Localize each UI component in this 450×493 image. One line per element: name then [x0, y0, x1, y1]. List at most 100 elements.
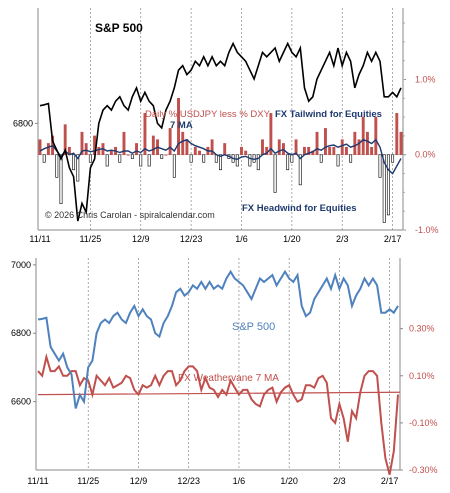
bar	[294, 139, 298, 156]
bar	[46, 143, 50, 156]
bar	[365, 131, 369, 156]
annotation-fx-weathervane: FX Weathervane 7 MA	[178, 373, 279, 384]
left-tick-label: 6600	[11, 397, 31, 407]
x-tick-label: 12/9	[130, 476, 148, 486]
bar	[399, 131, 403, 156]
x-tick-label: 11/25	[77, 476, 99, 486]
title-sp500: S&P 500	[95, 21, 143, 35]
bar	[219, 154, 222, 171]
right-tick-label: -0.30%	[409, 465, 438, 475]
annotation-fx-tailwind: FX Tailwind for Equities	[275, 109, 382, 120]
right-tick-label: -0.10%	[409, 418, 438, 428]
axes	[33, 258, 403, 471]
bar	[357, 139, 361, 156]
bar	[105, 154, 109, 167]
left-tick-label: 6800	[13, 118, 33, 128]
x-tick-label: 2/3	[333, 476, 346, 486]
bar	[202, 154, 206, 163]
bar	[63, 124, 67, 156]
bar	[256, 154, 260, 171]
bar	[336, 154, 340, 167]
line-series	[37, 269, 401, 475]
x-tick-label: 1/20	[280, 476, 298, 486]
bar	[172, 154, 176, 178]
right-tick-label: 0.10%	[409, 371, 435, 381]
x-tick-label: 11/11	[29, 234, 50, 244]
left-tick-label: 6800	[11, 328, 31, 338]
bar	[328, 146, 332, 156]
right-tick-label: -1.0%	[415, 225, 439, 235]
bar	[332, 146, 336, 156]
bar	[307, 146, 311, 156]
bar	[164, 154, 168, 156]
bar	[302, 146, 306, 156]
bar	[378, 154, 382, 178]
bar	[55, 154, 59, 178]
bar	[76, 154, 80, 182]
bar	[298, 154, 302, 186]
weathervane-line	[37, 352, 399, 475]
bar	[240, 146, 243, 156]
sp500-line	[39, 41, 402, 222]
bar	[189, 154, 193, 163]
bar	[72, 154, 76, 171]
bar	[151, 135, 155, 156]
bar	[277, 139, 281, 156]
bar	[80, 131, 84, 156]
right-tick-label: 1.0%	[415, 74, 436, 84]
bar	[193, 146, 197, 156]
bar	[97, 146, 101, 156]
right-tick-label: 0.30%	[409, 324, 435, 334]
bar	[273, 154, 277, 193]
x-tick-label: 12/23	[177, 476, 200, 486]
x-tick-label: 11/25	[79, 234, 101, 244]
bar	[147, 154, 151, 167]
bar	[286, 154, 290, 171]
bar	[214, 154, 218, 163]
bar	[244, 150, 248, 156]
x-tick-label: 1/6	[235, 234, 248, 244]
bar	[261, 139, 264, 156]
bar	[38, 139, 42, 156]
x-tick-label: 2/3	[336, 234, 349, 244]
x-tick-label: 12/23	[180, 234, 203, 244]
left-tick-label: 7000	[11, 260, 31, 270]
bar	[118, 154, 122, 163]
bar	[181, 131, 185, 156]
bar	[130, 154, 134, 159]
x-tick-label: 2/17	[381, 476, 399, 486]
bar	[235, 154, 239, 167]
bar	[344, 146, 348, 156]
chart-top: 6800 1.0% 0.0% -1.0% 11/11 11/25 12/9 12/23 1/6 1…	[13, 8, 439, 244]
bar	[315, 131, 319, 156]
ma-line	[39, 138, 402, 175]
bar	[139, 154, 143, 167]
annotation-sp500: S&P 500	[232, 321, 275, 333]
bar	[84, 143, 88, 156]
vertical-gridlines	[90, 8, 393, 230]
bar	[42, 154, 46, 163]
vertical-gridlines	[87, 258, 390, 470]
tick-labels: 7000 6800 6600 0.30% 0.10% -0.10% -0.30% 11/11 1…	[11, 260, 438, 486]
bar	[319, 154, 323, 163]
x-tick-label: 12/9	[132, 234, 150, 244]
annotation-daily-usdjpy: Daily % USDJPY less % DXY	[145, 109, 271, 120]
copyright-note: © 2026 Chris Carolan - spiralcalendar.co…	[45, 210, 215, 220]
bar	[269, 113, 273, 156]
chart-bottom: 7000 6800 6600 0.30% 0.10% -0.10% -0.30% 11/11 1…	[11, 258, 438, 486]
bar	[391, 154, 395, 163]
bar	[223, 143, 227, 156]
bar	[395, 113, 399, 156]
bar	[386, 154, 390, 216]
bar	[349, 154, 353, 163]
sp500-line	[37, 269, 399, 409]
bar	[210, 139, 214, 156]
bar	[340, 139, 344, 156]
bar	[143, 113, 147, 156]
annotation-7ma: 7 MA	[170, 120, 193, 131]
bar	[353, 131, 357, 156]
bar	[361, 116, 365, 156]
bar	[198, 150, 201, 156]
bar	[59, 154, 63, 204]
bar	[323, 128, 327, 156]
